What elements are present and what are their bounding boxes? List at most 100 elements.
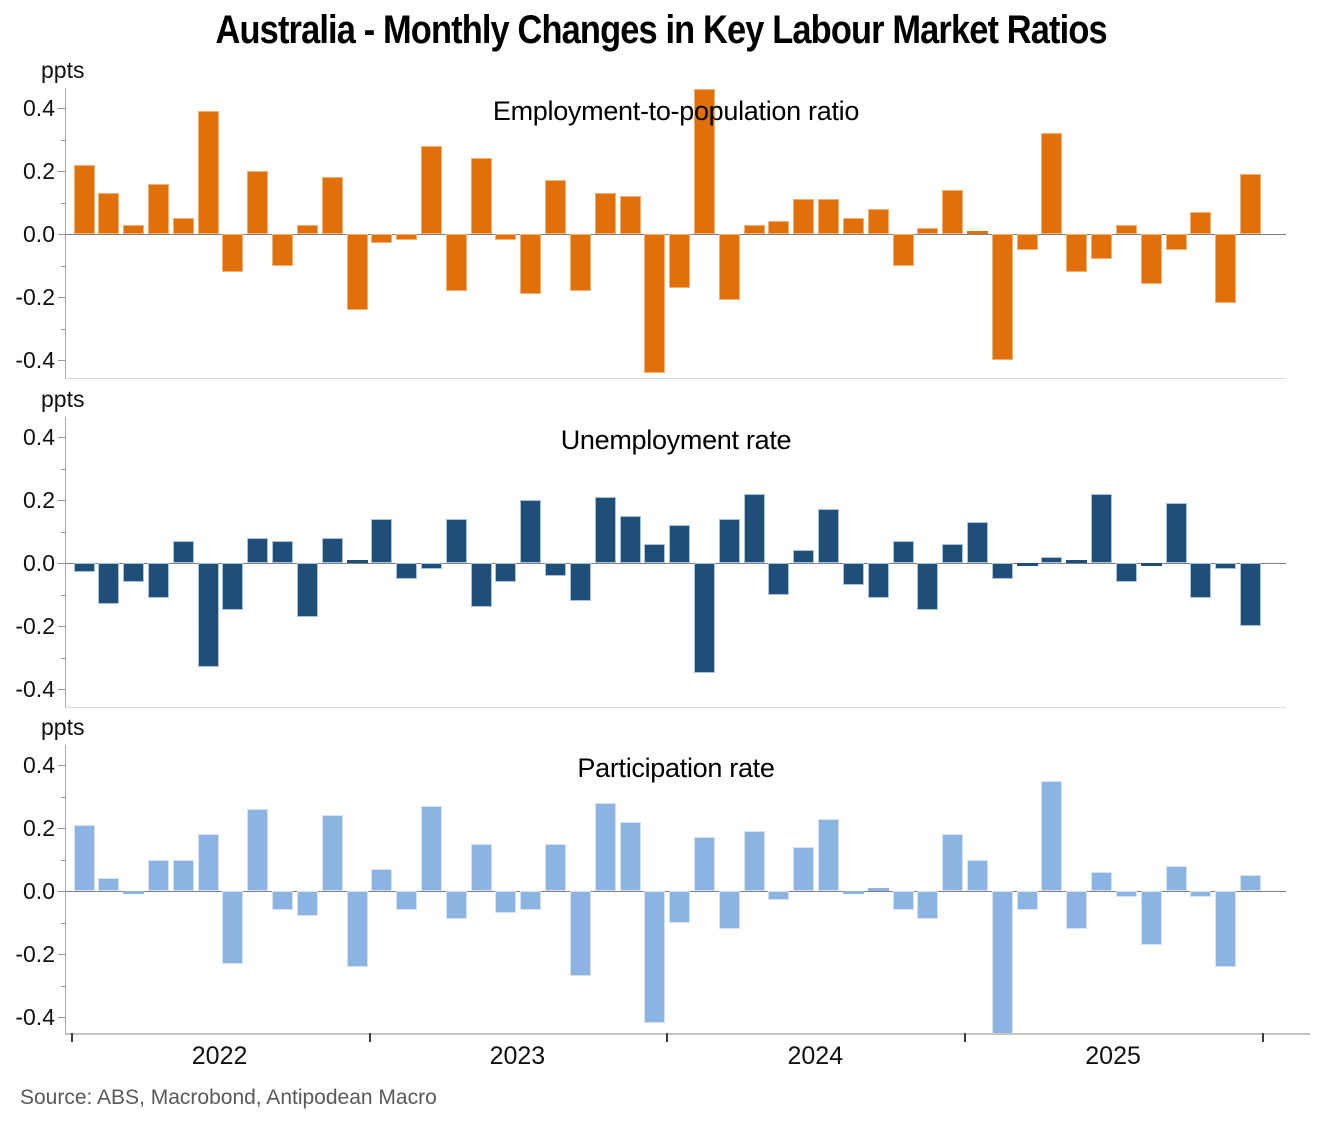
y-tick-label: 0.2 bbox=[23, 158, 55, 184]
y-axis-ticks: 0.4 0.2 0.0 -0.2 -0.4 bbox=[0, 88, 65, 378]
bar bbox=[148, 859, 169, 891]
panel-subtitle: Unemployment rate bbox=[560, 425, 792, 455]
chart-header: Australia - Monthly Changes in Key Labou… bbox=[0, 8, 1323, 53]
x-axis-year-tick bbox=[964, 1033, 967, 1042]
bar bbox=[768, 891, 790, 901]
bar bbox=[793, 550, 815, 563]
y-major-tick bbox=[58, 171, 65, 172]
x-axis-year-label: 2025 bbox=[1085, 1042, 1141, 1070]
bar bbox=[619, 821, 641, 891]
y-tick-label: 0.4 bbox=[23, 95, 55, 121]
bar bbox=[917, 563, 939, 611]
bar bbox=[371, 869, 393, 892]
bar bbox=[669, 234, 691, 288]
y-major-tick bbox=[58, 234, 65, 235]
bar bbox=[98, 563, 120, 604]
bar bbox=[495, 234, 517, 241]
y-tick-label: -0.2 bbox=[15, 284, 55, 310]
bar bbox=[619, 515, 641, 564]
bar bbox=[942, 544, 964, 563]
bar bbox=[694, 89, 715, 234]
bar bbox=[917, 891, 939, 920]
bar bbox=[867, 887, 889, 891]
panel-plot: Employment-to-population ratio bbox=[65, 88, 1286, 379]
bar bbox=[445, 891, 467, 920]
bar bbox=[867, 563, 889, 598]
bar bbox=[942, 834, 964, 891]
bar bbox=[594, 496, 616, 563]
y-tick-label: -0.4 bbox=[15, 676, 55, 702]
y-minor-tick bbox=[61, 139, 65, 141]
bar bbox=[991, 891, 1013, 1035]
bar bbox=[942, 189, 964, 234]
bar bbox=[1041, 780, 1063, 892]
bar bbox=[371, 518, 393, 563]
bar bbox=[520, 500, 542, 563]
y-minor-tick bbox=[61, 531, 65, 533]
zero-line bbox=[66, 562, 1286, 564]
bar bbox=[569, 891, 591, 977]
bar bbox=[197, 834, 219, 891]
bar bbox=[197, 111, 219, 234]
bar bbox=[321, 815, 343, 891]
bar bbox=[520, 891, 542, 910]
y-axis-ticks: 0.4 0.2 0.0 -0.2 -0.4 bbox=[0, 745, 65, 1035]
bar bbox=[222, 563, 244, 611]
bar bbox=[421, 145, 442, 234]
bar bbox=[296, 224, 318, 234]
bar bbox=[73, 824, 95, 891]
bar bbox=[1140, 563, 1162, 567]
y-major-tick bbox=[58, 563, 65, 564]
bar bbox=[1240, 563, 1261, 626]
bar bbox=[222, 891, 244, 964]
bar bbox=[718, 234, 740, 301]
bar bbox=[694, 837, 715, 891]
bar bbox=[148, 183, 169, 234]
bar bbox=[296, 891, 318, 917]
bar bbox=[73, 563, 95, 573]
bar bbox=[247, 537, 269, 563]
bar bbox=[1190, 212, 1212, 235]
bar bbox=[1091, 234, 1113, 260]
bar bbox=[123, 891, 145, 895]
panel-subtitle: Employment-to-population ratio bbox=[492, 96, 860, 126]
bar bbox=[272, 234, 294, 266]
bar bbox=[1115, 563, 1137, 582]
y-tick-label: -0.4 bbox=[15, 347, 55, 373]
y-tick-label: 0.0 bbox=[23, 878, 55, 904]
bar bbox=[718, 518, 740, 563]
bar bbox=[967, 230, 988, 234]
y-tick-label: -0.2 bbox=[15, 613, 55, 639]
bar bbox=[867, 208, 889, 234]
y-tick-label: 0.0 bbox=[23, 550, 55, 576]
bar bbox=[73, 164, 95, 234]
bar bbox=[694, 563, 715, 674]
y-minor-tick bbox=[61, 328, 65, 330]
bar bbox=[545, 180, 567, 234]
bar bbox=[470, 563, 492, 608]
bar bbox=[967, 522, 988, 563]
bar bbox=[793, 199, 815, 234]
bar bbox=[1016, 891, 1038, 910]
bar bbox=[1215, 234, 1237, 304]
x-axis-year-tick bbox=[1262, 1033, 1264, 1042]
x-axis-year-tick bbox=[70, 1033, 73, 1042]
x-axis-line bbox=[65, 1033, 1310, 1035]
x-axis-year-label: 2024 bbox=[787, 1042, 844, 1070]
bar bbox=[346, 234, 368, 310]
y-axis-unit-label: ppts bbox=[41, 714, 85, 740]
x-axis-year-label: 2022 bbox=[191, 1042, 248, 1070]
bar bbox=[917, 227, 939, 234]
bar bbox=[520, 234, 542, 294]
bar bbox=[1041, 556, 1063, 563]
bar bbox=[123, 563, 145, 582]
bar bbox=[768, 221, 790, 234]
y-minor-tick bbox=[61, 202, 65, 204]
y-major-tick bbox=[58, 689, 65, 690]
y-major-tick bbox=[58, 828, 65, 829]
y-major-tick bbox=[58, 500, 65, 501]
bar bbox=[1190, 563, 1212, 598]
y-major-tick bbox=[58, 437, 65, 438]
bar bbox=[743, 493, 765, 563]
y-tick-label: -0.4 bbox=[15, 1004, 55, 1030]
